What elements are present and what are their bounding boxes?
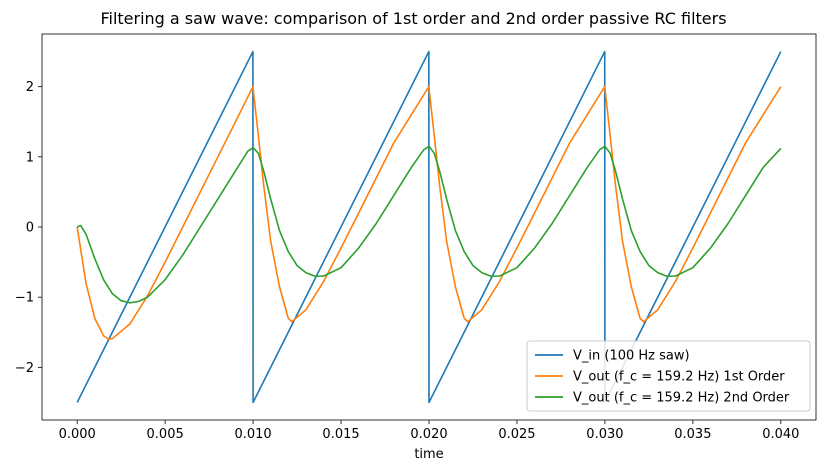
x-axis-label: time [414, 447, 443, 462]
y-axis: −2 −1 0 1 2 [15, 80, 42, 376]
x-tick-label: 0.030 [586, 427, 623, 442]
x-tick-label: 0.020 [410, 427, 447, 442]
legend-label-2: V_out (f_c = 159.2 Hz) 1st Order [573, 370, 785, 385]
x-tick-label: 0.005 [147, 427, 184, 442]
y-tick-label: −2 [15, 361, 34, 376]
series-line-3 [76, 145, 782, 304]
chart-title: Filtering a saw wave: comparison of 1st … [100, 9, 726, 28]
x-tick-label: 0.035 [674, 427, 711, 442]
x-tick-label: 0.000 [59, 427, 96, 442]
x-tick-label: 0.015 [322, 427, 359, 442]
y-tick-label: 1 [26, 150, 34, 165]
legend: V_in (100 Hz saw) V_out (f_c = 159.2 Hz) … [526, 340, 811, 412]
legend-box [526, 340, 811, 412]
x-tick-label: 0.025 [498, 427, 535, 442]
legend-label-3: V_out (f_c = 159.2 Hz) 2nd Order [573, 391, 790, 406]
plot-area [41, 33, 817, 421]
legend-label-1: V_in (100 Hz saw) [573, 349, 690, 364]
x-tick-label: 0.040 [762, 427, 799, 442]
y-tick-label: −1 [15, 291, 34, 306]
y-tick-label: 0 [26, 221, 34, 236]
y-tick-label: 2 [26, 80, 34, 95]
x-axis: 0.000 0.005 0.010 0.015 0.020 0.025 0.030 0.035… [59, 420, 799, 442]
series-line-2 [76, 85, 782, 341]
x-tick-label: 0.010 [234, 427, 271, 442]
